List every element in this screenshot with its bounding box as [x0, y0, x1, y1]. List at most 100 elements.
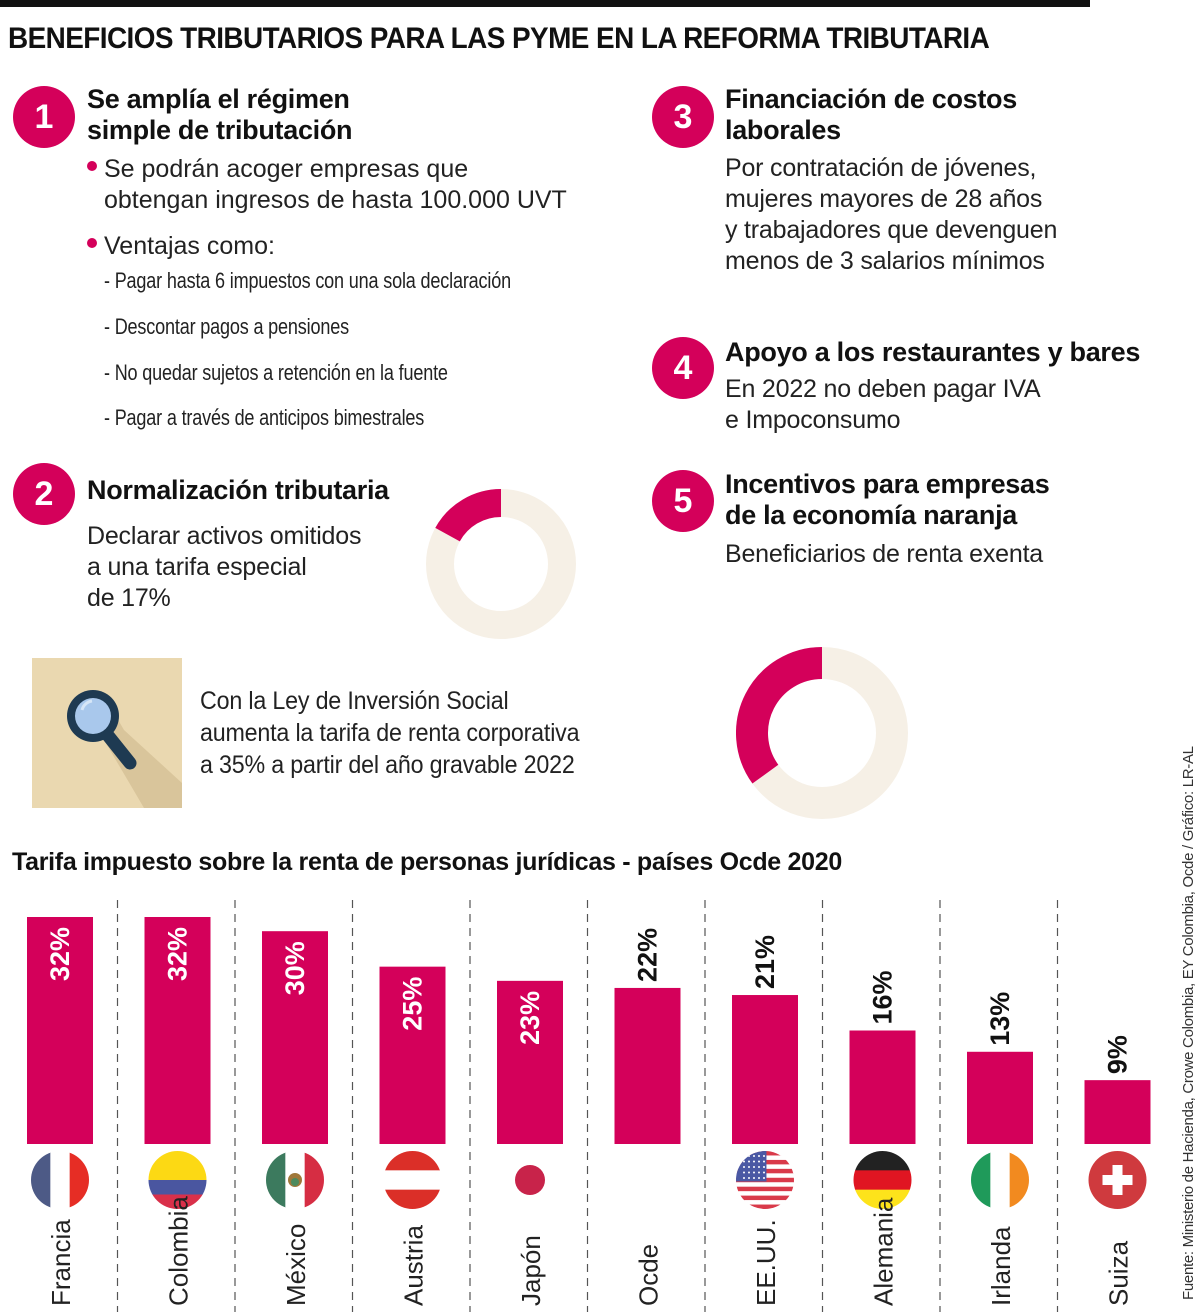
section-3-number-badge: 3	[652, 86, 714, 148]
usa-star	[753, 1171, 755, 1174]
flag-stripe	[383, 1189, 442, 1209]
flag-stripe	[148, 1165, 207, 1181]
bar-japón	[497, 980, 563, 1144]
section-1-number-badge: 1	[13, 86, 75, 148]
normalization-rate-donut	[426, 489, 576, 639]
body-line: En 2022 no deben pagar IVA	[725, 375, 1041, 403]
heading-line: de la economía naranja	[725, 500, 1018, 530]
germany-flag-icon	[853, 1151, 912, 1209]
section-1-heading-line: Se amplía el régimen	[87, 84, 350, 114]
flag-stripe	[736, 1186, 794, 1192]
usa-canton	[736, 1151, 767, 1182]
ireland-flag-icon	[971, 1151, 1029, 1209]
flag-stripe	[736, 1191, 794, 1197]
usa-star	[753, 1166, 755, 1168]
bar-value-label: 30%	[280, 941, 310, 995]
swiss-cross-h	[1102, 1175, 1133, 1185]
donut-value-arc	[736, 647, 823, 784]
section-1-bullet: Ventajas como:	[87, 231, 275, 262]
body-line: menos de 3 salarios mínimos	[725, 247, 1045, 275]
heading-line: laborales	[725, 115, 841, 145]
source-credit: Fuente: Ministerio de Hacienda, Crowe Co…	[1180, 746, 1197, 1300]
body-line: e Impoconsumo	[725, 406, 901, 434]
body-line: Declarar activos omitidos	[87, 522, 362, 550]
austria-flag-icon	[383, 1151, 442, 1209]
section-1-bullet: Se podrán acoger empresas que obtengan i…	[87, 154, 567, 216]
body-line: de 17%	[87, 584, 171, 612]
usa-star	[763, 1160, 765, 1163]
usa-star	[758, 1171, 760, 1174]
chart-title: Tarifa impuesto sobre la renta de person…	[12, 848, 842, 876]
bullet-dot-icon	[87, 238, 97, 249]
category-label-suiza: Suiza	[1104, 1240, 1134, 1306]
bullet-text: obtengan ingresos de hasta 100.000 UVT	[104, 186, 567, 214]
donut-value-arc	[435, 489, 502, 542]
usa-star	[743, 1166, 745, 1168]
bar-ocde	[614, 987, 681, 1144]
callout-text: Con la Ley de Inversión Social aumenta l…	[200, 685, 580, 781]
category-label-austria: Austria	[399, 1225, 429, 1306]
section-5-body: Beneficiarios de renta exenta	[725, 540, 1044, 568]
usa-star	[758, 1177, 760, 1179]
bar-value-label: 22%	[633, 928, 663, 982]
flag-stripe	[50, 1151, 71, 1209]
bar-value-label: 21%	[750, 935, 780, 989]
flag-stripe	[148, 1151, 207, 1166]
usa-star	[758, 1160, 760, 1163]
bar-value-label: 9%	[1103, 1035, 1133, 1074]
bar-alemania	[849, 1030, 916, 1144]
section-3-heading: Financiación de costos laborales	[725, 84, 1017, 146]
section-1-heading: Se amplía el régimen simple de tributaci…	[87, 84, 353, 146]
usa-star	[758, 1155, 760, 1157]
category-label-ocde: Ocde	[634, 1244, 664, 1306]
mexico-coat-detail	[291, 1178, 299, 1186]
flag-stripe	[383, 1170, 442, 1191]
usa-star	[758, 1166, 760, 1168]
category-label-ee.uu.: EE.UU.	[751, 1219, 781, 1306]
section-4-heading: Apoyo a los restaurantes y bares	[725, 337, 1141, 367]
bar-ee.uu.	[732, 995, 798, 1144]
magnifier-glare	[80, 699, 93, 711]
usa-star	[748, 1177, 750, 1179]
flag-stripe	[1009, 1151, 1029, 1209]
section-4-number-badge: 4	[652, 337, 714, 399]
flag-stripe	[736, 1200, 794, 1205]
usa-star	[748, 1166, 750, 1168]
usa-star	[763, 1171, 765, 1174]
category-label-méxico: México	[281, 1224, 311, 1306]
flag-stripe	[853, 1170, 912, 1191]
section-2-number-badge: 2	[13, 463, 75, 525]
usa-star	[763, 1177, 765, 1179]
section-3-body: Por contratación de jóvenes, mujeres may…	[725, 153, 1057, 277]
section-4-body: En 2022 no deben pagar IVA e Impoconsumo	[725, 374, 1041, 436]
section-5-heading: Incentivos para empresas de la economía …	[725, 469, 1050, 531]
bar-irlanda	[967, 1051, 1033, 1144]
flag-stripe	[304, 1151, 324, 1209]
flag-stripe	[736, 1195, 794, 1201]
flag-stripe	[853, 1189, 912, 1209]
japan-flag-icon	[515, 1165, 545, 1195]
category-label-japón: Japón	[516, 1235, 546, 1306]
callout-line: aumenta la tarifa de renta corporativa	[200, 719, 580, 747]
body-line: mujeres mayores de 28 años	[725, 185, 1043, 213]
category-label-colombia: Colombia	[164, 1196, 194, 1306]
main-title: BENEFICIOS TRIBUTARIOS PARA LAS PYME EN …	[8, 22, 990, 55]
usa-flag-icon	[736, 1151, 794, 1209]
section-2-body: Declarar activos omitidos a una tarifa e…	[87, 521, 361, 614]
corporate-rate-donut	[736, 647, 908, 819]
bullet-text: Ventajas como:	[104, 232, 275, 260]
switzerland-flag-icon	[1088, 1151, 1147, 1209]
usa-star	[748, 1155, 750, 1157]
section-5-number-badge: 5	[652, 470, 714, 532]
flag-stripe	[990, 1151, 1011, 1209]
heading-line: Incentivos para empresas	[725, 469, 1050, 499]
usa-star	[743, 1160, 745, 1163]
flag-stripe	[148, 1180, 207, 1195]
category-label-francia: Francia	[46, 1219, 76, 1306]
body-line: Por contratación de jóvenes,	[725, 154, 1037, 182]
bar-value-label: 32%	[45, 927, 75, 981]
usa-star	[753, 1177, 755, 1179]
advantage-item: - No quedar sujetos a retención en la fu…	[104, 360, 448, 385]
bar-colombia	[144, 917, 211, 1144]
mexico-flag-icon	[266, 1151, 324, 1209]
